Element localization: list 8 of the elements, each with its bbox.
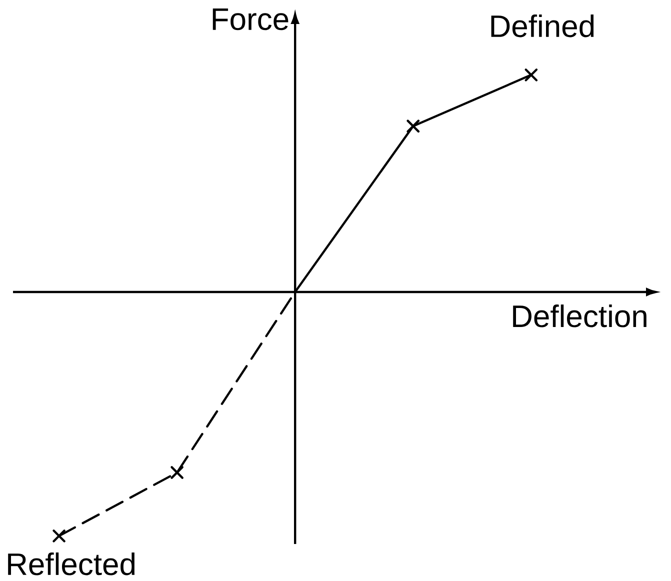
y-axis-title: Force [212, 8, 288, 30]
x-axis-title: Deflection [513, 304, 646, 328]
point [52, 530, 66, 542]
point [406, 120, 420, 133]
point [170, 466, 184, 479]
point [524, 68, 538, 82]
series-label: Reflected [8, 552, 135, 576]
series-label: Defined [491, 14, 594, 38]
